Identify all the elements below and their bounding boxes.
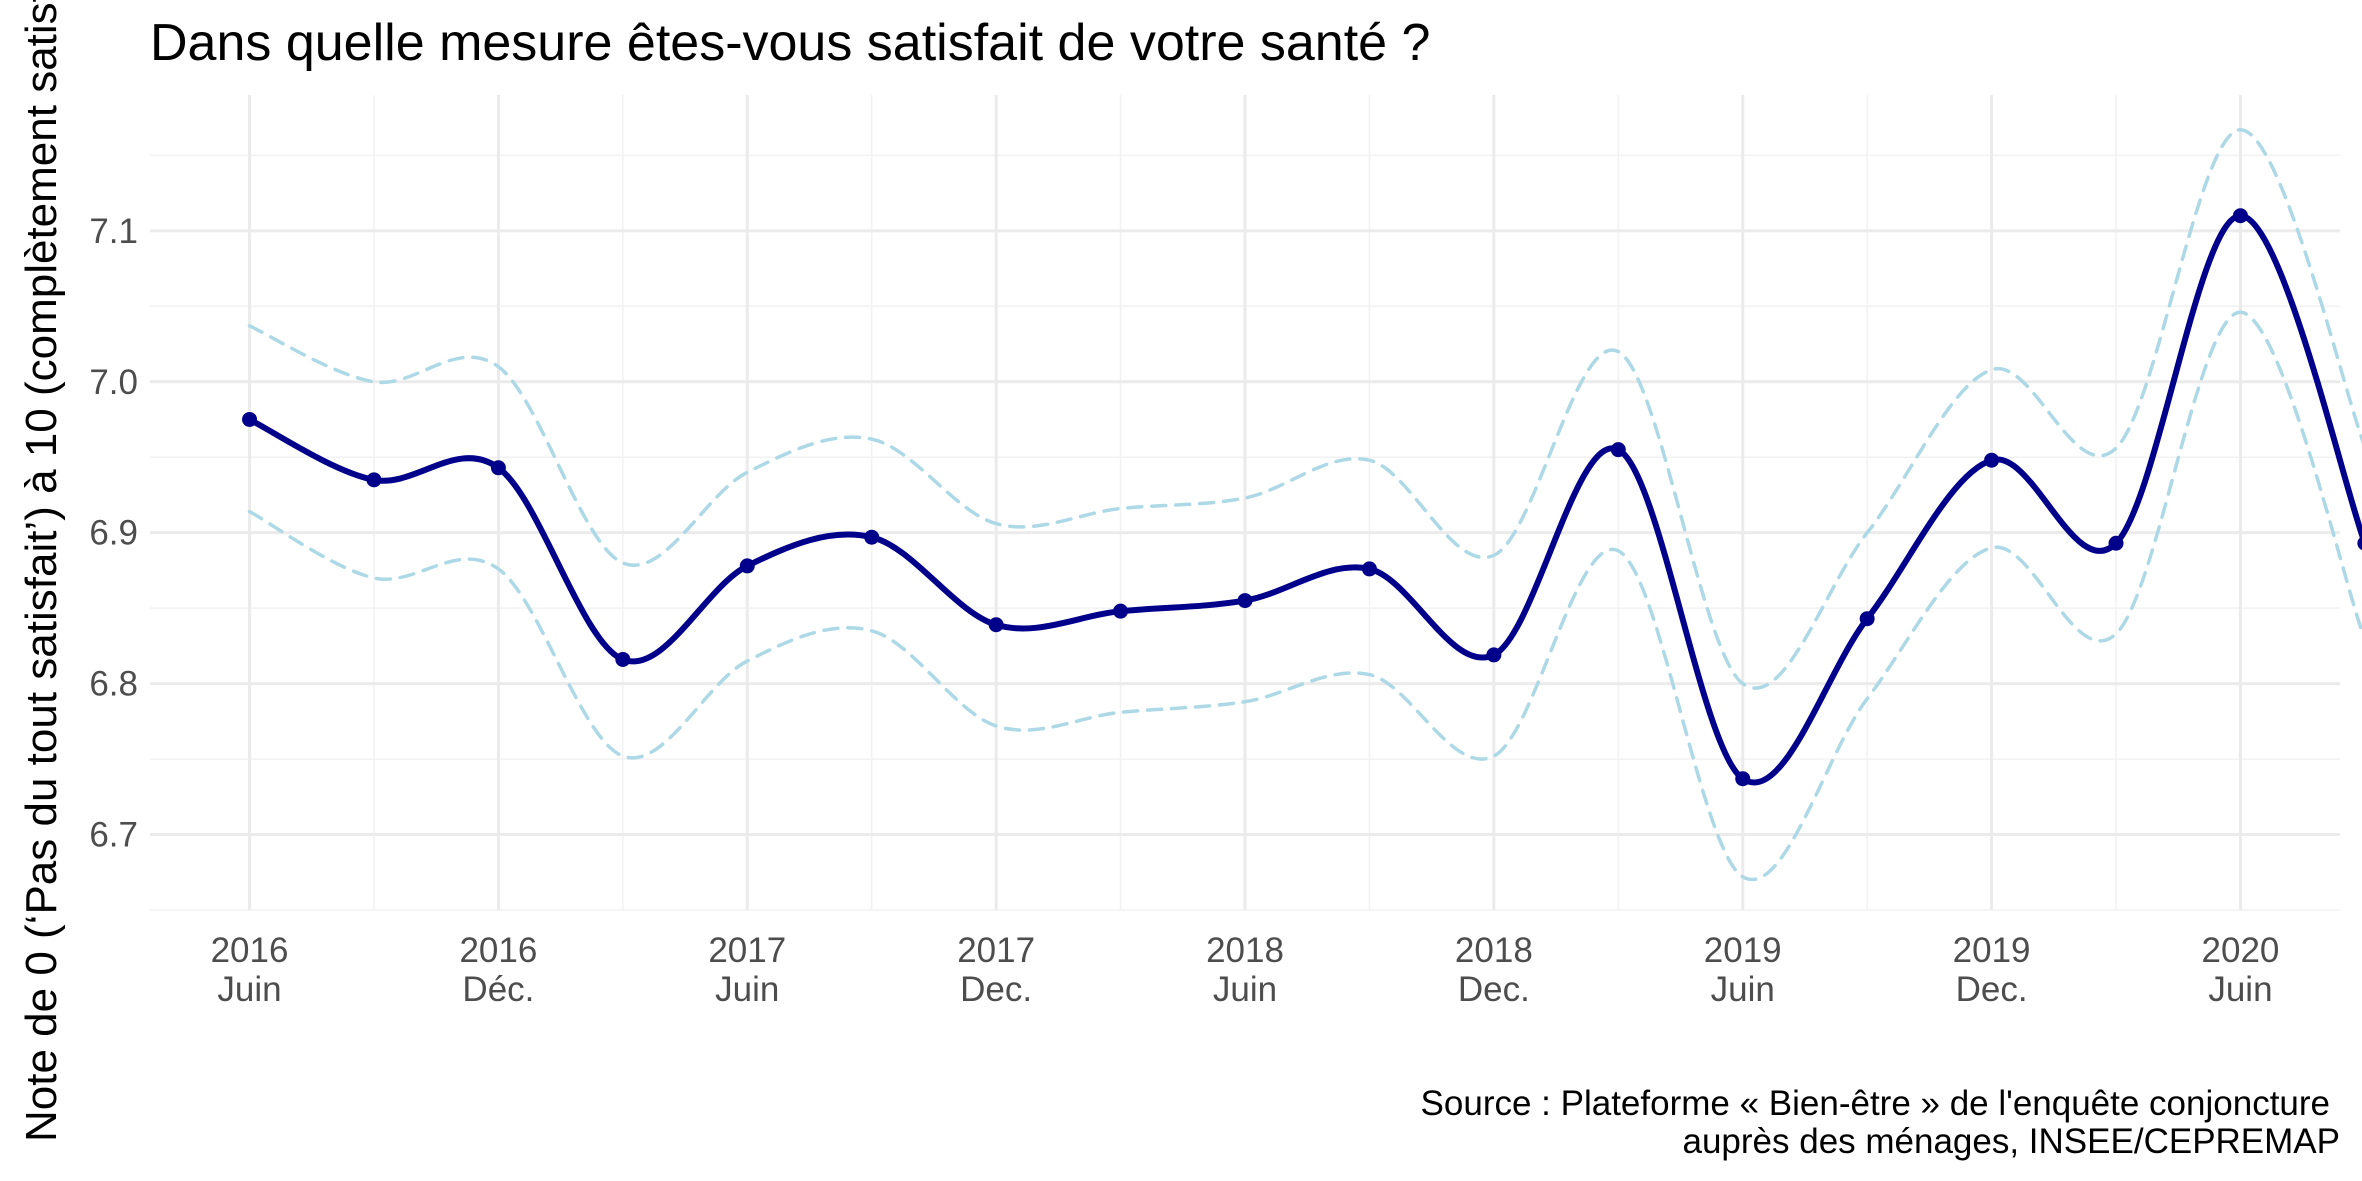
estimate-line [246, 212, 2362, 786]
x-tick-year: 2017 [957, 931, 1035, 970]
x-tick-period: Dec. [960, 970, 1032, 1009]
y-tick-label: 6.8 [89, 665, 138, 704]
lower-bound-line [247, 310, 2362, 882]
x-tick-year: 2019 [1704, 931, 1782, 970]
x-tick-year: 2019 [1953, 931, 2031, 970]
data-point [490, 460, 506, 476]
data-point [739, 558, 755, 574]
data-point [2108, 535, 2124, 551]
y-tick-label: 7.0 [89, 363, 138, 402]
y-tick-label: 6.9 [89, 514, 138, 553]
x-axis-ticks: 2016Juin2016Déc.2017Juin2017Dec.2018Juin… [211, 931, 2280, 1009]
y-tick-label: 6.7 [89, 816, 138, 855]
data-point [2232, 208, 2248, 224]
x-tick-year: 2018 [1206, 931, 1284, 970]
x-tick-year: 2016 [459, 931, 537, 970]
x-tick-period: Juin [1213, 970, 1277, 1009]
caption-line-1: Source : Plateforme « Bien-être » de l'e… [1421, 1084, 2330, 1123]
upper-bound-line [247, 127, 2362, 690]
data-point [366, 472, 382, 488]
data-point [242, 411, 258, 427]
data-point [1486, 647, 1502, 663]
data-points [242, 208, 2362, 787]
x-tick-period: Dec. [1956, 970, 2028, 1009]
x-tick-year: 2020 [2202, 931, 2280, 970]
x-tick-year: 2017 [708, 931, 786, 970]
x-tick-period: Juin [217, 970, 281, 1009]
data-point [1735, 771, 1751, 787]
x-tick-period: Juin [2208, 970, 2272, 1009]
x-tick-period: Déc. [462, 970, 534, 1009]
major-gridlines-x [248, 95, 2242, 910]
data-point [1984, 452, 2000, 468]
y-axis-ticks: 6.7 6.8 6.9 7.0 7.1 [89, 212, 138, 855]
chart-title: Dans quelle mesure êtes-vous satisfait d… [150, 14, 1430, 72]
data-point [2357, 536, 2362, 551]
data-point [1113, 603, 1129, 619]
caption-line-2: auprès des ménages, INSEE/CEPREMAP [1682, 1122, 2340, 1161]
series-layer [246, 127, 2362, 882]
x-tick-period: Juin [1711, 970, 1775, 1009]
data-point [1237, 593, 1253, 609]
x-tick-year: 2018 [1455, 931, 1533, 970]
y-tick-label: 7.1 [89, 212, 138, 251]
data-point [988, 617, 1004, 633]
x-tick-year: 2016 [211, 931, 289, 970]
data-point [1859, 611, 1875, 627]
data-point [1610, 442, 1626, 458]
data-point [615, 651, 631, 667]
x-tick-period: Dec. [1458, 970, 1530, 1009]
data-point [864, 529, 880, 545]
data-point [1361, 561, 1377, 577]
x-tick-period: Juin [715, 970, 779, 1009]
y-axis-label: Note de 0 (‘Pas du tout satisfait’) à 10… [17, 0, 66, 1142]
